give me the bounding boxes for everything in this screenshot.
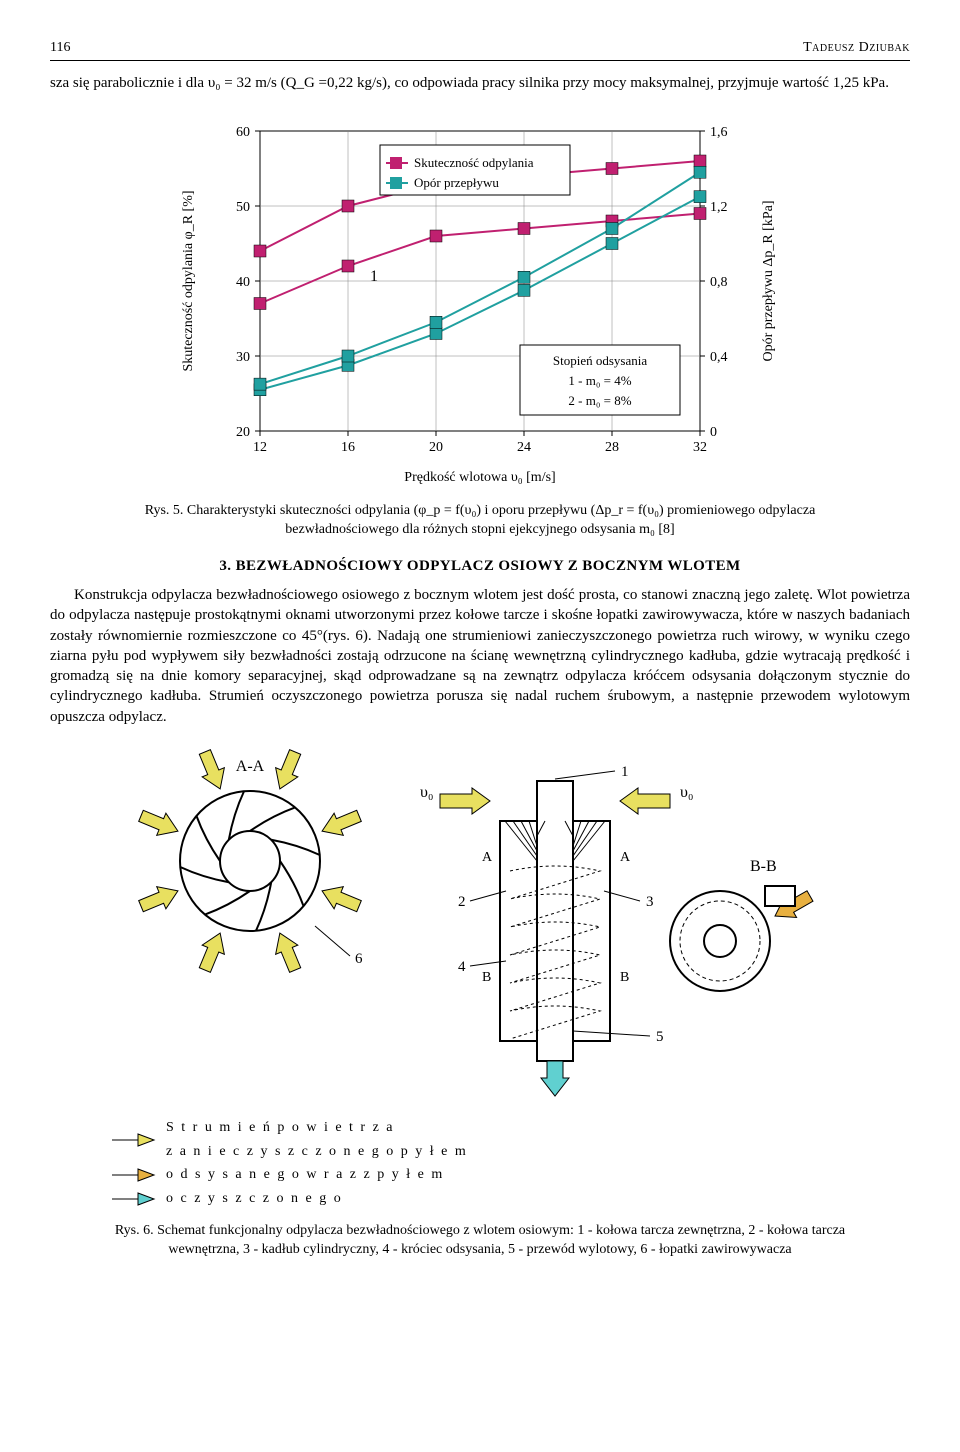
chart-figure: 20 30 40 50 60 0 0,4 0,8 1,2 1,6 12 16 20 24 28 32 Prędk… xyxy=(50,111,910,496)
figure6-caption: Rys. 6. Schemat funkcjonalny odpylacza b… xyxy=(90,1222,870,1260)
paragraph-1: sza się parabolicznie i dla υ₀ = 32 m/s … xyxy=(50,73,910,93)
page-header: 116 Tadeusz Dziubak xyxy=(50,40,910,61)
svg-text:50: 50 xyxy=(236,200,250,215)
svg-text:30: 30 xyxy=(236,350,250,365)
paragraph-2: Konstrukcja odpylacza bezwładnościowego … xyxy=(50,585,910,727)
svg-text:1,6: 1,6 xyxy=(710,125,728,140)
svg-text:2 - m₀ = 8%: 2 - m₀ = 8% xyxy=(568,393,631,408)
svg-text:Skuteczność odpylania: Skuteczność odpylania xyxy=(414,155,534,170)
svg-text:3: 3 xyxy=(646,894,654,910)
svg-text:24: 24 xyxy=(517,440,531,455)
svg-text:1,2: 1,2 xyxy=(710,200,728,215)
author-name: Tadeusz Dziubak xyxy=(803,40,910,56)
svg-text:B-B: B-B xyxy=(750,858,777,875)
svg-text:60: 60 xyxy=(236,125,250,140)
svg-text:B: B xyxy=(620,970,629,985)
svg-text:Opór przepływu: Opór przepływu xyxy=(414,175,499,190)
svg-text:16: 16 xyxy=(341,440,355,455)
chart-svg: 20 30 40 50 60 0 0,4 0,8 1,2 1,6 12 16 20 24 28 32 Prędk… xyxy=(170,111,790,491)
svg-text:20: 20 xyxy=(429,440,443,455)
svg-text:υ₀: υ₀ xyxy=(680,784,694,801)
page-number: 116 xyxy=(50,40,70,56)
svg-text:Opór przepływu Δp_R [kPa]: Opór przepływu Δp_R [kPa] xyxy=(761,201,776,362)
svg-text:1: 1 xyxy=(370,268,378,285)
svg-text:A: A xyxy=(620,850,631,865)
arrow-legend: S t r u m i e ń p o w i e t r z az a n i… xyxy=(110,1116,468,1211)
svg-text:0,4: 0,4 xyxy=(710,350,728,365)
svg-text:Stopień odsysania: Stopień odsysania xyxy=(553,353,647,368)
svg-text:20: 20 xyxy=(236,425,250,440)
svg-text:4: 4 xyxy=(458,959,466,975)
svg-text:A-A: A-A xyxy=(236,758,265,775)
svg-text:32: 32 xyxy=(693,440,707,455)
figure6-svg: A-A 6 υ₀ υ₀ A A B B 1 2 3 4 5 B-B xyxy=(120,741,840,1101)
svg-text:28: 28 xyxy=(605,440,619,455)
svg-text:1: 1 xyxy=(621,764,629,780)
figure6-schematic: A-A 6 υ₀ υ₀ A A B B 1 2 3 4 5 B-B S t r u m i e ń p o… xyxy=(50,741,910,1214)
svg-text:2: 2 xyxy=(458,894,466,910)
svg-text:B: B xyxy=(482,970,491,985)
svg-text:Skuteczność odpylania φ_R [%]: Skuteczność odpylania φ_R [%] xyxy=(181,191,196,372)
svg-text:6: 6 xyxy=(355,951,363,967)
svg-text:υ₀: υ₀ xyxy=(420,784,434,801)
svg-text:0: 0 xyxy=(710,425,717,440)
svg-text:40: 40 xyxy=(236,275,250,290)
section-title: 3. BEZWŁADNOŚCIOWY ODPYLACZ OSIOWY Z BOC… xyxy=(50,558,910,575)
svg-text:0,8: 0,8 xyxy=(710,275,728,290)
svg-text:1 - m₀ = 4%: 1 - m₀ = 4% xyxy=(568,373,631,388)
svg-text:5: 5 xyxy=(656,1029,664,1045)
svg-text:Prędkość wlotowa υ₀ [m/s]: Prędkość wlotowa υ₀ [m/s] xyxy=(404,470,555,485)
svg-text:A: A xyxy=(482,850,493,865)
figure5-caption: Rys. 5. Charakterystyki skuteczności odp… xyxy=(90,502,870,540)
svg-text:12: 12 xyxy=(253,440,267,455)
